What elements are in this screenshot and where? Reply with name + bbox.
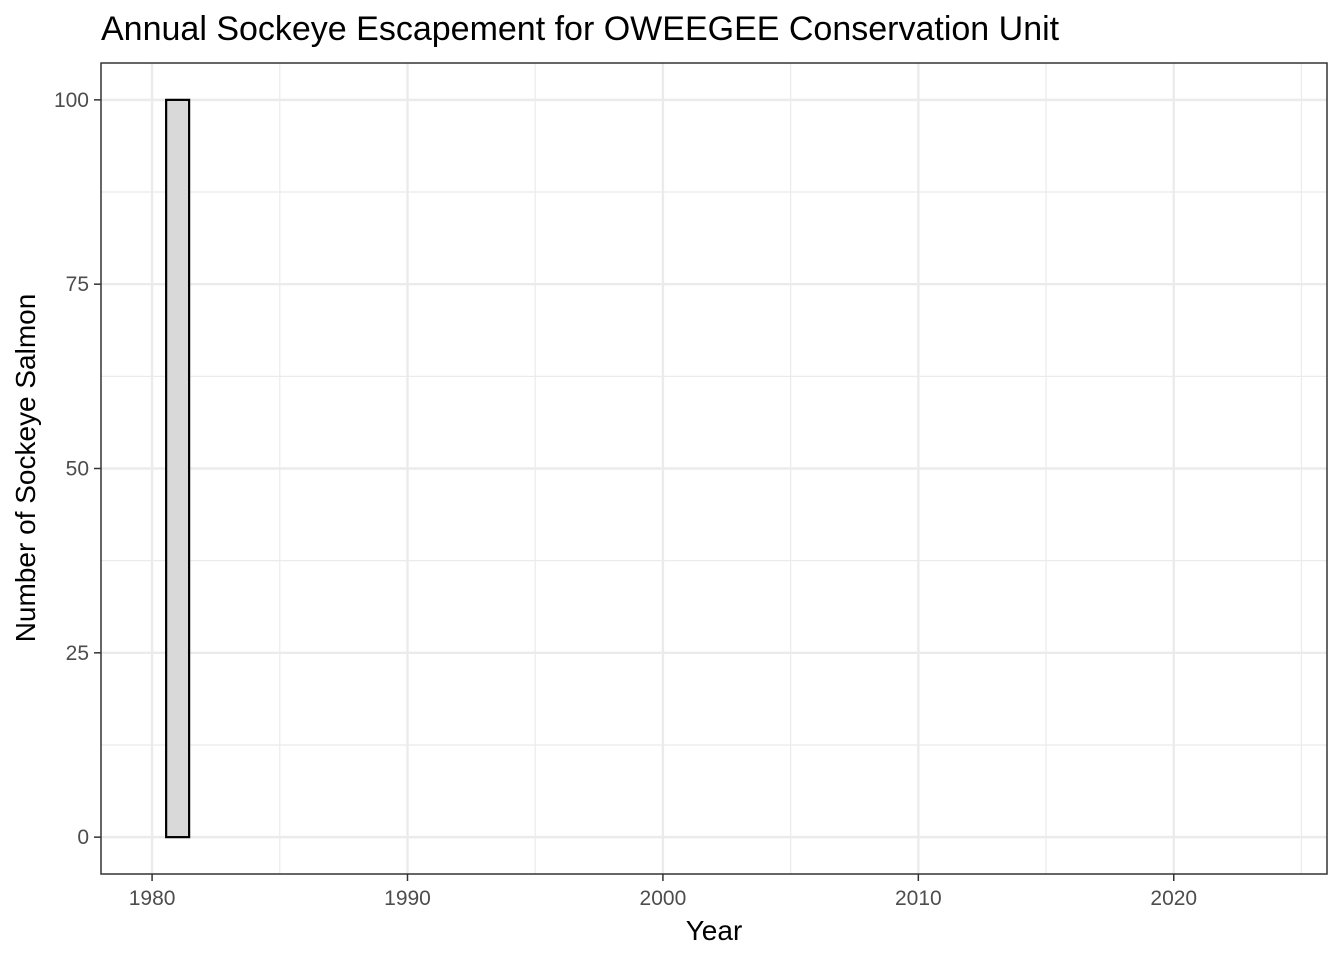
y-tick-label: 0 (77, 826, 89, 849)
y-tick-label: 50 (66, 458, 89, 481)
y-axis: 0 25 50 75 100 (54, 89, 101, 849)
y-tick-label: 75 (66, 273, 89, 296)
y-tick-label: 25 (66, 642, 89, 665)
x-tick-label: 1980 (129, 887, 176, 910)
bars (165, 98, 191, 839)
chart-title: Annual Sockeye Escapement for OWEEGEE Co… (101, 10, 1060, 48)
x-tick-label: 2010 (895, 887, 942, 910)
x-axis: 1980 1990 2000 2010 2020 (129, 874, 1197, 910)
x-tick-label: 1990 (384, 887, 431, 910)
y-tick-label: 100 (54, 89, 89, 112)
x-tick-label: 2020 (1150, 887, 1197, 910)
x-tick-label: 2000 (640, 887, 687, 910)
x-axis-title: Year (686, 915, 743, 946)
major-gridlines (101, 63, 1327, 874)
y-axis-title: Number of Sockeye Salmon (10, 294, 41, 643)
bar (165, 98, 191, 839)
